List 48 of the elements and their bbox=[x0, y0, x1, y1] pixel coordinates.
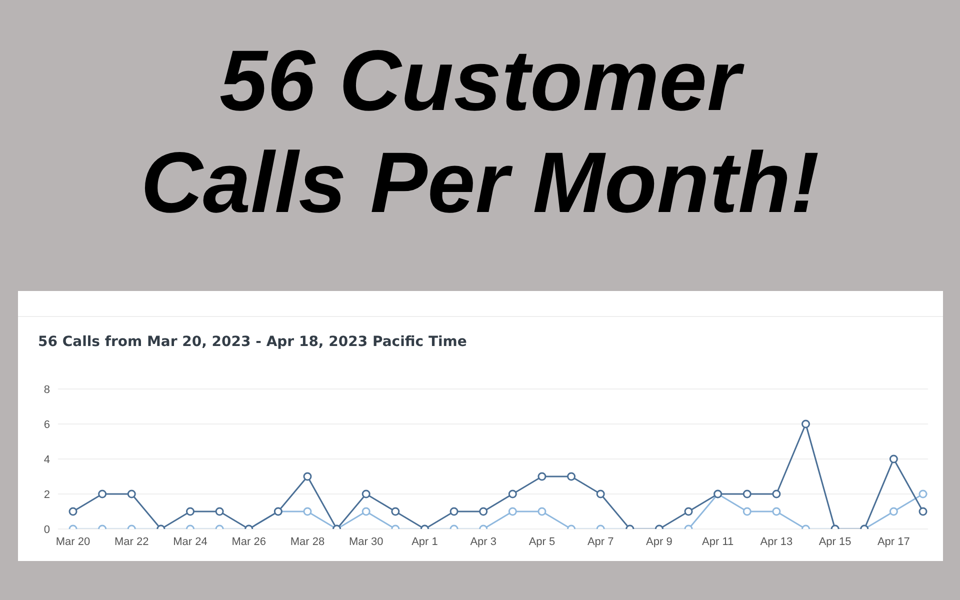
point bbox=[684, 507, 693, 516]
y-tick-label: 8 bbox=[44, 384, 50, 396]
x-tick-label: Apr 17 bbox=[877, 536, 910, 548]
y-tick-label: 2 bbox=[44, 488, 50, 501]
x-tick-label: Mar 28 bbox=[290, 536, 325, 548]
y-tick-label: 0 bbox=[44, 524, 50, 536]
x-tick-label: Apr 1 bbox=[412, 536, 438, 548]
point bbox=[303, 507, 312, 516]
point bbox=[508, 507, 517, 516]
x-tick-label: Mar 24 bbox=[173, 536, 208, 548]
point bbox=[215, 507, 224, 516]
point bbox=[567, 472, 576, 481]
point bbox=[450, 507, 458, 516]
point bbox=[127, 490, 136, 498]
x-tick-label: Mar 26 bbox=[232, 536, 266, 548]
point bbox=[538, 472, 546, 481]
x-tick-label: Apr 3 bbox=[470, 536, 496, 548]
point bbox=[742, 507, 752, 516]
point bbox=[186, 507, 194, 516]
point bbox=[918, 490, 928, 498]
point bbox=[391, 507, 400, 516]
x-tick-label: Mar 22 bbox=[114, 536, 149, 548]
point bbox=[772, 507, 781, 516]
point bbox=[362, 507, 370, 516]
x-tick-label: Apr 13 bbox=[760, 536, 793, 548]
point bbox=[596, 490, 605, 498]
y-tick-label: 4 bbox=[44, 454, 50, 466]
point bbox=[479, 507, 488, 516]
x-tick-label: Mar 30 bbox=[348, 536, 384, 548]
point bbox=[918, 507, 928, 516]
point bbox=[538, 507, 546, 516]
x-tick-label: Apr 9 bbox=[646, 536, 672, 548]
x-tick-label: Apr 15 bbox=[818, 536, 852, 548]
y-tick-label: 6 bbox=[44, 418, 50, 431]
point bbox=[889, 507, 898, 516]
chart-subtitle: 56 Calls from Mar 20, 2023 - Apr 18, 2023 Pacific Time bbox=[38, 334, 467, 350]
chart-title: 56 Customer Calls Per Month! bbox=[140, 32, 820, 233]
point bbox=[68, 507, 78, 516]
point bbox=[98, 490, 107, 498]
x-tick-label: Mar 20 bbox=[56, 536, 90, 548]
x-tick-label: Apr 11 bbox=[702, 536, 734, 548]
point bbox=[362, 490, 370, 498]
point bbox=[772, 490, 781, 498]
point bbox=[303, 472, 312, 481]
x-tick-label: Apr 7 bbox=[587, 536, 614, 548]
x-tick-label: Apr 5 bbox=[528, 536, 556, 548]
point bbox=[508, 490, 517, 498]
point bbox=[742, 490, 752, 498]
